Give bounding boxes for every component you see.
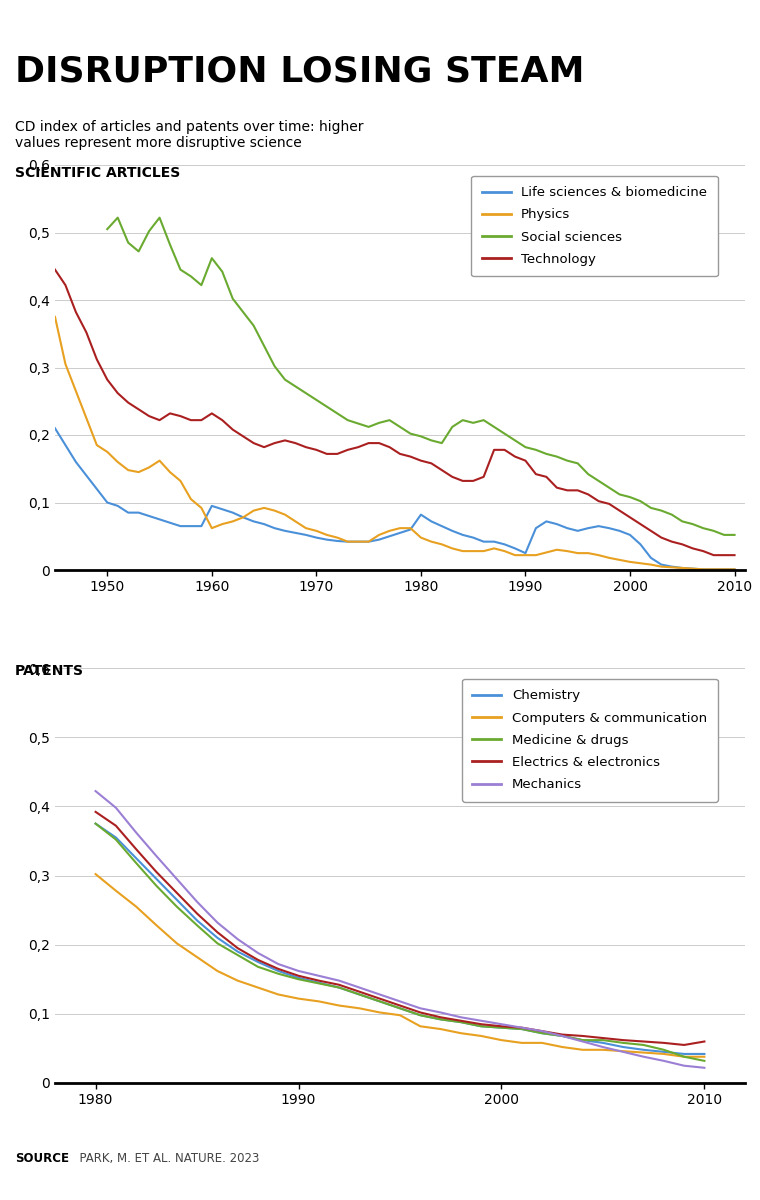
- Text: DISRUPTION LOSING STEAM: DISRUPTION LOSING STEAM: [15, 54, 584, 88]
- Legend: Chemistry, Computers & communication, Medicine & drugs, Electrics & electronics,: Chemistry, Computers & communication, Me…: [462, 679, 717, 802]
- Text: SOURCE: SOURCE: [15, 1152, 69, 1165]
- Text: PATENTS: PATENTS: [15, 664, 84, 678]
- Text: PARK, M. ET AL. NATURE. 2023: PARK, M. ET AL. NATURE. 2023: [72, 1152, 260, 1165]
- Text: CD index of articles and patents over time: higher
values represent more disrupt: CD index of articles and patents over ti…: [15, 120, 364, 150]
- Text: SCIENTIFIC ARTICLES: SCIENTIFIC ARTICLES: [15, 166, 180, 180]
- Legend: Life sciences & biomedicine, Physics, Social sciences, Technology: Life sciences & biomedicine, Physics, So…: [471, 175, 717, 276]
